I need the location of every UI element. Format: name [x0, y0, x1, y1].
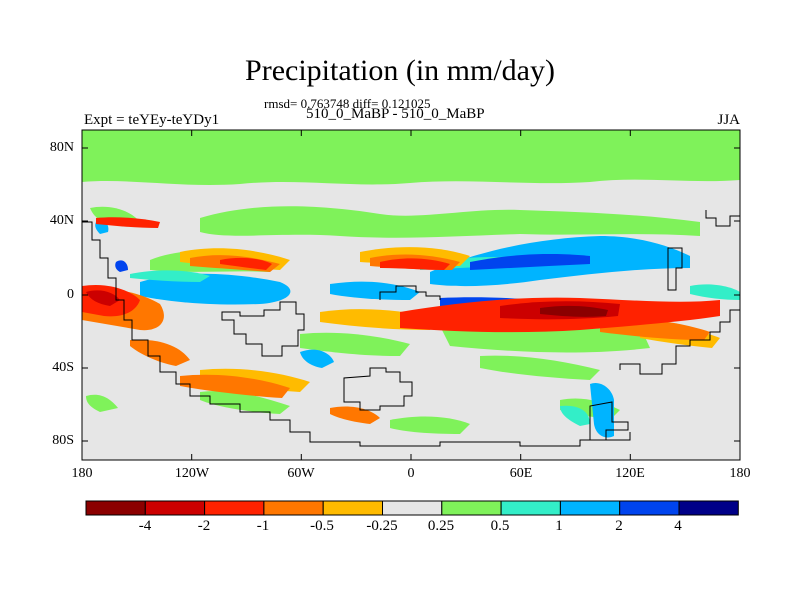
lat-label-80s: 80S — [52, 433, 74, 448]
colorbar-swatch — [322, 500, 384, 516]
colorbar-label: 1 — [555, 518, 563, 534]
colorbar — [85, 500, 739, 516]
colorbar-label: 0.25 — [427, 518, 455, 534]
rmsd-diff-label: rmsd= 0.763748 diff= 0.121025 — [264, 96, 431, 111]
lat-label-0: 0 — [67, 287, 74, 302]
lon-label-180w: 180 — [71, 466, 93, 481]
lon-label-60w: 60W — [287, 466, 315, 481]
colorbar-label: 2 — [615, 518, 623, 534]
colorbar-label: 0.5 — [490, 518, 510, 534]
north-green-band — [82, 130, 740, 185]
lon-label-120w: 120W — [174, 466, 210, 481]
lon-label-180e: 180 — [729, 466, 751, 481]
colorbar-label: -0.5 — [310, 518, 334, 534]
colorbar-label: 4 — [674, 518, 682, 534]
colorbar-swatch — [144, 500, 206, 516]
colorbar-swatch — [678, 500, 739, 516]
colorbar-swatch — [441, 500, 502, 516]
lat-label-40n: 40N — [49, 213, 74, 228]
lat-label-80n: 80N — [49, 140, 74, 155]
colorbar-swatch — [204, 500, 265, 516]
colorbar-swatch — [500, 500, 561, 516]
map-title: Precipitation (in mm/day) — [245, 54, 555, 87]
precip-field — [82, 130, 740, 460]
experiment-label: Expt = teYEy-teYDy1 — [84, 112, 220, 128]
colorbar-label: -2 — [197, 518, 211, 534]
green-regions — [86, 206, 700, 434]
comparison-label: 510_0_MaBP - 510_0_MaBP — [306, 106, 485, 122]
darkest-red-regions — [540, 305, 608, 317]
lon-label-120e: 120E — [615, 466, 645, 481]
colorbar-swatch — [619, 500, 680, 516]
lon-label-60e: 60E — [509, 466, 533, 481]
colorbar-swatch — [85, 500, 146, 516]
lon-label-0: 0 — [407, 466, 415, 481]
colorbar-swatch — [263, 500, 324, 516]
colorbar-label: -4 — [138, 518, 152, 534]
land-outlines — [82, 210, 740, 447]
colorbar-swatch — [559, 500, 621, 516]
lat-label-40s: 40S — [52, 360, 74, 375]
colorbar-label: -1 — [256, 518, 270, 534]
colorbar-label: -0.25 — [366, 518, 398, 534]
colorbar-swatch — [382, 500, 443, 516]
tick-marks — [81, 130, 741, 460]
season-label: JJA — [717, 112, 740, 128]
